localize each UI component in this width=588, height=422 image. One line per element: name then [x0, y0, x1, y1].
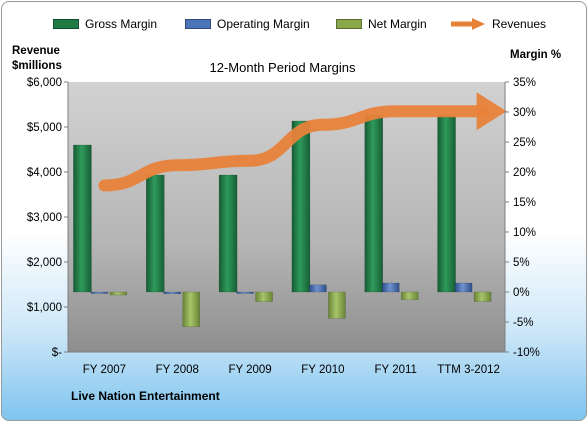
operating-margin-bar [236, 291, 254, 294]
x-tick-label: TTM 3-2012 [437, 364, 500, 376]
net-margin-bar [401, 291, 419, 301]
left-axis-label-line-1: Revenue [12, 45, 60, 57]
revenues-line [98, 105, 489, 192]
x-tick-label: FY 2009 [228, 364, 271, 376]
gross-margin-bar [364, 114, 383, 293]
chart-title: 12-Month Period Margins [209, 60, 356, 75]
net-margin-bar [182, 291, 200, 328]
gross-margin-bar [146, 174, 165, 293]
right-tick-label: 25% [513, 137, 536, 149]
legend-swatch-operating-margin [185, 19, 211, 29]
operating-margin-bar [163, 291, 181, 295]
left-tick-label: $4,000 [27, 167, 62, 179]
legend-item-net-margin: Net Margin [336, 14, 427, 34]
net-margin-bar [473, 291, 492, 302]
legend-label-net-margin: Net Margin [368, 17, 427, 31]
legend-swatch-gross-margin [53, 19, 79, 29]
gross-margin-bar [291, 120, 311, 293]
legend-label-revenues: Revenues [492, 17, 547, 31]
left-tick-label: $- [52, 347, 62, 359]
right-tick-label: 15% [513, 197, 536, 209]
right-axis-label: Margin % [510, 49, 562, 61]
net-margin-bar [109, 291, 128, 296]
legend-item-gross-margin: Gross Margin [53, 14, 157, 34]
operating-margin-bar [309, 284, 327, 293]
operating-margin-bar [382, 282, 400, 293]
company-name: Live Nation Entertainment [71, 389, 220, 403]
x-tick-label: FY 2010 [301, 364, 344, 376]
left-tick-label: $3,000 [27, 212, 62, 224]
x-tick-label: FY 2007 [83, 364, 126, 376]
operating-margin-bar [454, 282, 473, 293]
revenues-arrowhead [476, 92, 507, 131]
right-tick-label: 35% [513, 77, 536, 89]
x-tick-label: FY 2011 [375, 364, 417, 376]
operating-margin-bar [90, 291, 109, 294]
left-tick-label: $6,000 [27, 77, 62, 89]
legend-label-operating-margin: Operating Margin [217, 17, 310, 31]
left-tick-label: $1,000 [27, 302, 62, 314]
legend: Gross Margin Operating Margin Net Margin… [0, 14, 588, 34]
legend-item-operating-margin: Operating Margin [185, 14, 310, 34]
left-tick-label: $2,000 [27, 257, 62, 269]
x-tick-label: FY 2008 [156, 364, 199, 376]
right-tick-label: 20% [513, 167, 536, 179]
left-tick-label: $5,000 [27, 122, 62, 134]
legend-swatch-net-margin [336, 19, 362, 29]
right-tick-label: 0% [513, 287, 530, 299]
left-axis-label-line-2: $millions [12, 60, 62, 72]
right-tick-label: 5% [513, 257, 530, 269]
revenues-arrow-icon [451, 18, 485, 30]
legend-label-gross-margin: Gross Margin [85, 17, 158, 31]
plot-area [68, 82, 505, 352]
net-margin-bar [328, 291, 346, 319]
gross-margin-bar [437, 114, 456, 293]
right-tick-label: 30% [513, 107, 536, 119]
right-tick-label: 10% [513, 227, 536, 239]
legend-item-revenues: Revenues [450, 14, 546, 34]
net-margin-bar [255, 291, 273, 302]
gross-margin-bar [218, 174, 238, 293]
gross-margin-bar [73, 144, 92, 293]
right-tick-label: -5% [513, 317, 533, 329]
right-tick-label: -10% [513, 347, 540, 359]
